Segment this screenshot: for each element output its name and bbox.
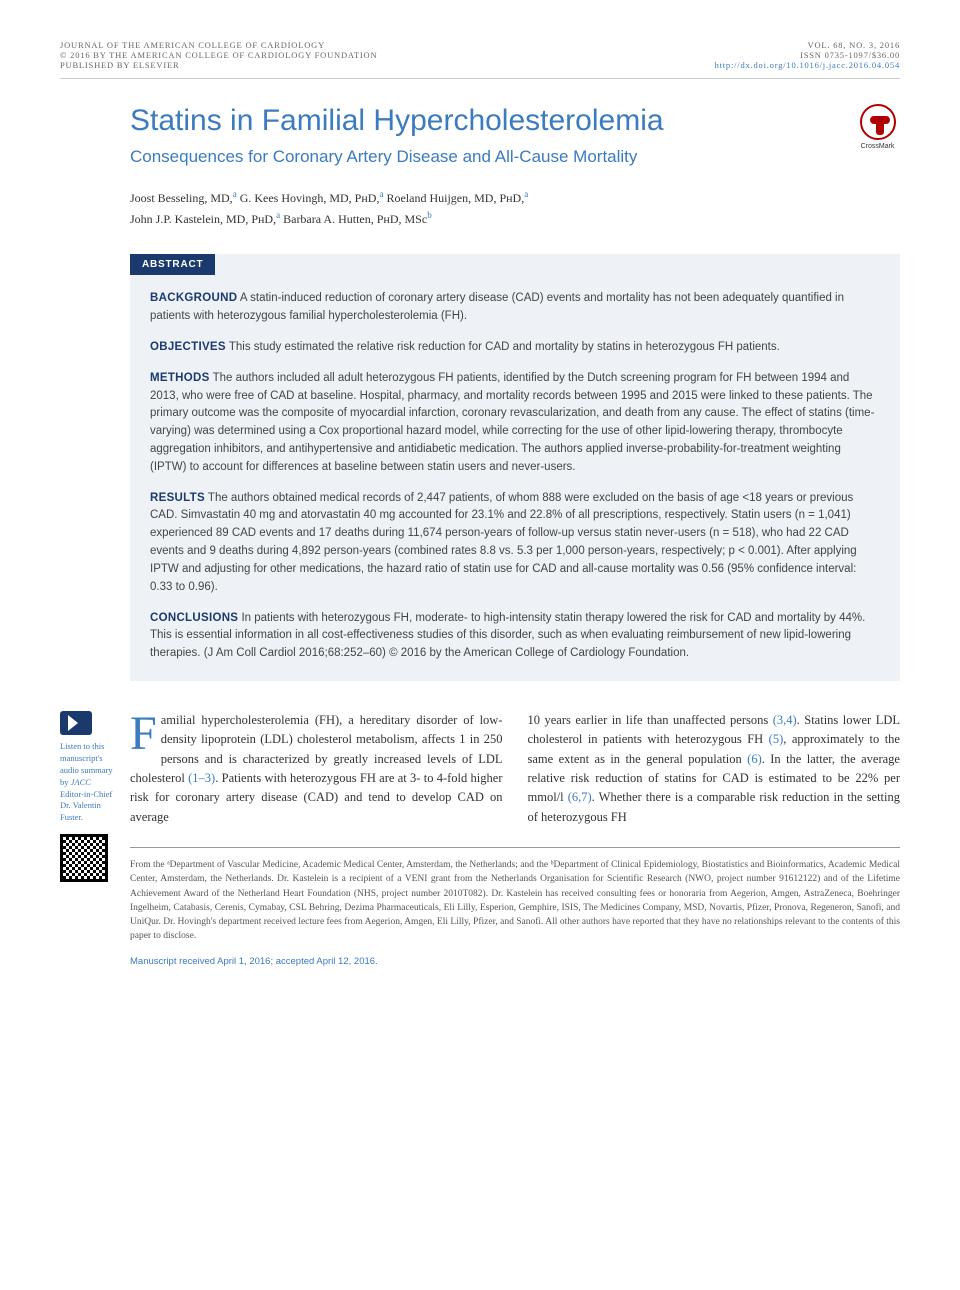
doi-link[interactable]: http://dx.doi.org/10.1016/j.jacc.2016.04… [715,60,900,70]
page-header: JOURNAL OF THE AMERICAN COLLEGE OF CARDI… [60,40,900,79]
abstract-objectives: OBJECTIVES This study estimated the rela… [150,339,880,357]
abstract-text: This study estimated the relative risk r… [229,341,780,353]
crossmark-icon [860,104,896,140]
affiliation-marker: a [379,189,383,199]
publisher-line: PUBLISHED BY ELSEVIER [60,60,377,70]
author: John J.P. Kastelein, MD, PʜD,a [130,212,280,226]
header-right: VOL. 68, NO. 3, 2016 ISSN 0735-1097/$36.… [715,40,900,70]
citation-link[interactable]: (6,7) [568,790,592,804]
article-title: Statins in Familial Hypercholesterolemia [130,104,835,138]
abstract-heading: METHODS [150,372,210,384]
citation-link[interactable]: (6) [747,752,762,766]
body-column-left: Familial hypercholesterolemia (FH), a he… [130,711,503,827]
body-column-right: 10 years earlier in life than unaffected… [528,711,901,827]
journal-name: JOURNAL OF THE AMERICAN COLLEGE OF CARDI… [60,40,377,50]
citation-link[interactable]: (1–3) [188,771,215,785]
abstract-results: RESULTS The authors obtained medical rec… [150,490,880,597]
footer-wrap: From the ᵃDepartment of Vascular Medicin… [60,847,900,967]
citation-link[interactable]: (3,4) [773,713,797,727]
author: Barbara A. Hutten, PʜD, MScb [283,212,432,226]
abstract-background: BACKGROUND A statin-induced reduction of… [150,290,880,326]
author: G. Kees Hovingh, MD, PʜD,a [240,191,384,205]
qr-code-icon[interactable] [60,834,108,882]
author: Joost Besseling, MD,a [130,191,237,205]
issn-price: ISSN 0735-1097/$36.00 [715,50,900,60]
abstract-methods: METHODS The authors included all adult h… [150,370,880,477]
affiliation-marker: a [233,189,237,199]
body-wrap: Listen to this manuscript's audio summar… [60,711,900,827]
affiliation-marker: a [524,189,528,199]
abstract-heading: CONCLUSIONS [150,612,238,624]
abstract-text: A statin-induced reduction of coronary a… [150,292,844,322]
abstract-text: The authors included all adult heterozyg… [150,372,874,473]
header-left: JOURNAL OF THE AMERICAN COLLEGE OF CARDI… [60,40,377,70]
citation-link[interactable]: (5) [769,732,784,746]
abstract-heading: BACKGROUND [150,292,237,304]
drop-cap: F [130,711,161,755]
author-footnotes: From the ᵃDepartment of Vascular Medicin… [130,847,900,944]
audio-summary-sidebar[interactable]: Listen to this manuscript's audio summar… [60,711,115,882]
abstract-text: In patients with heterozygous FH, modera… [150,612,865,660]
crossmark-badge[interactable]: CrossMark [855,104,900,150]
abstract-label: ABSTRACT [130,254,215,275]
abstract-text: The authors obtained medical records of … [150,492,857,593]
title-block: Statins in Familial Hypercholesterolemia… [60,104,835,254]
abstract-heading: RESULTS [150,492,205,504]
body-columns: Familial hypercholesterolemia (FH), a he… [130,711,900,827]
abstract-box: ABSTRACT BACKGROUND A statin-induced red… [130,254,900,681]
manuscript-dates: Manuscript received April 1, 2016; accep… [130,956,900,967]
body-text: 10 years earlier in life than unaffected… [528,713,773,727]
copyright-line: © 2016 BY THE AMERICAN COLLEGE OF CARDIO… [60,50,377,60]
affiliation-marker: b [427,210,432,220]
title-row: Statins in Familial Hypercholesterolemia… [60,104,900,254]
speaker-icon [60,711,92,735]
abstract-heading: OBJECTIVES [150,341,226,353]
author-list: Joost Besseling, MD,a G. Kees Hovingh, M… [130,187,835,229]
author: Roeland Huijgen, MD, PʜD,a [386,191,528,205]
affiliation-marker: a [276,210,280,220]
volume-issue: VOL. 68, NO. 3, 2016 [715,40,900,50]
article-subtitle: Consequences for Coronary Artery Disease… [130,146,835,169]
crossmark-label: CrossMark [855,143,900,150]
abstract-conclusions: CONCLUSIONS In patients with heterozygou… [150,610,880,663]
